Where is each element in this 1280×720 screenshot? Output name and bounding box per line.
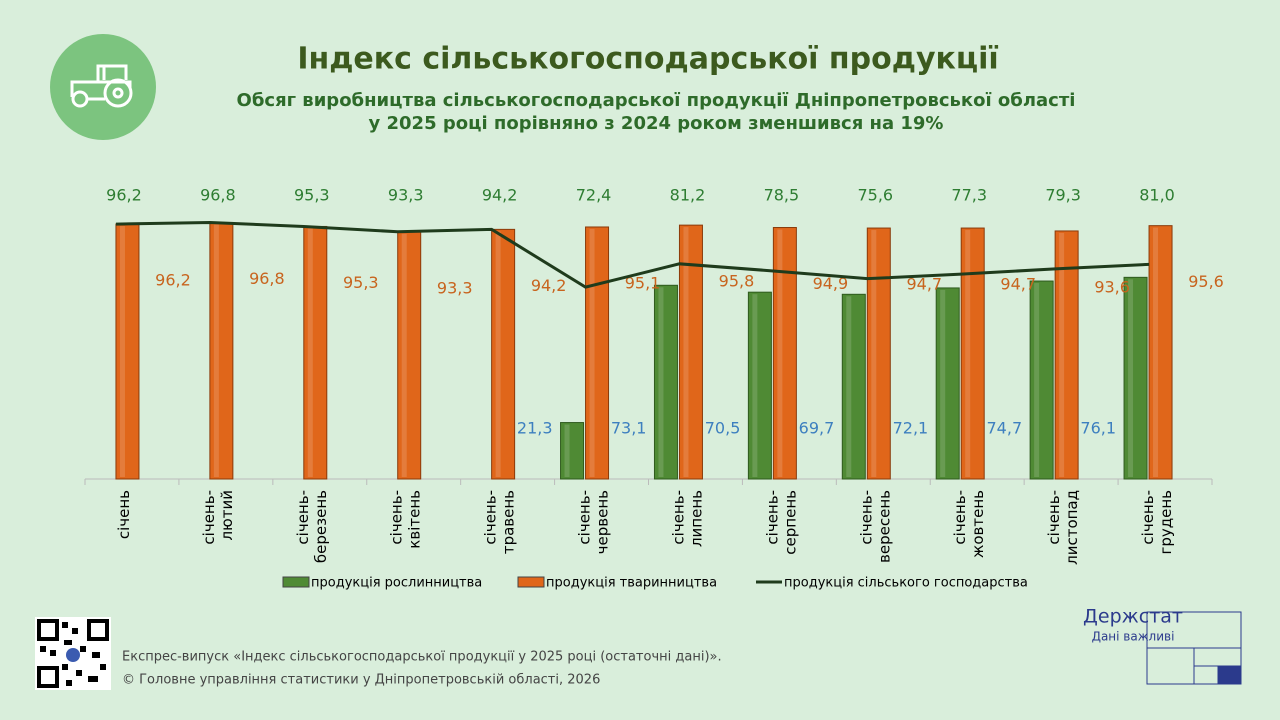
x-tick-label: січень-березень bbox=[293, 490, 329, 563]
data-label: 78,5 bbox=[764, 186, 800, 205]
bar-highlight bbox=[1034, 283, 1040, 477]
qr-code bbox=[35, 617, 111, 690]
bar bbox=[678, 224, 703, 480]
x-tick-label: січень-червень bbox=[575, 490, 611, 554]
bar-highlight bbox=[564, 424, 570, 477]
x-tick-label: січень-лютий bbox=[199, 490, 235, 545]
data-label: 95,8 bbox=[719, 272, 755, 291]
legend-label: продукція сільського господарства bbox=[784, 576, 1028, 591]
footer-release: Експрес-випуск «Індекс сільськогосподарс… bbox=[122, 650, 722, 665]
data-label: 94,7 bbox=[1000, 275, 1036, 294]
legend-label: продукція рослинництва bbox=[311, 576, 482, 591]
title: Індекс сільськогосподарської продукції bbox=[297, 42, 998, 77]
x-tick-label: січень-травень bbox=[481, 490, 517, 554]
bar-highlight bbox=[307, 228, 313, 477]
tractor-icon bbox=[50, 34, 156, 140]
bar-highlight bbox=[871, 230, 877, 477]
bar-highlight bbox=[119, 226, 125, 477]
line bbox=[115, 220, 1150, 289]
data-label: 77,3 bbox=[951, 186, 987, 205]
bar bbox=[866, 227, 891, 480]
data-label: 95,6 bbox=[1188, 272, 1224, 291]
bar bbox=[1029, 280, 1054, 480]
data-label: 79,3 bbox=[1045, 186, 1081, 205]
plot: січень січень-лютий січень-березень січень-… bbox=[84, 186, 1224, 591]
x-tick-label: січень-липень bbox=[669, 490, 705, 547]
bar bbox=[841, 293, 866, 480]
bar-highlight bbox=[777, 229, 783, 477]
x-tick-label: січень-серпень bbox=[763, 490, 799, 555]
x-tick-label: січень-листопад bbox=[1045, 490, 1081, 565]
bar bbox=[1054, 230, 1079, 480]
bar bbox=[935, 287, 960, 480]
bar bbox=[653, 284, 678, 480]
data-label: 93,6 bbox=[1094, 277, 1130, 296]
data-label: 96,8 bbox=[200, 186, 236, 205]
data-label: 96,2 bbox=[106, 186, 142, 205]
data-label: 21,3 bbox=[517, 419, 553, 438]
data-label: 72,4 bbox=[576, 186, 612, 205]
data-label: 93,3 bbox=[388, 186, 424, 205]
bar-highlight bbox=[752, 294, 758, 477]
logo-tagline: Дані важливі bbox=[1092, 630, 1175, 644]
bar-highlight bbox=[940, 289, 946, 477]
data-label: 94,2 bbox=[531, 276, 567, 295]
x-tick-label: січень-вересень bbox=[857, 490, 893, 563]
bar-highlight bbox=[658, 287, 664, 477]
bar bbox=[772, 227, 797, 480]
bar bbox=[303, 225, 328, 480]
data-label: 96,2 bbox=[155, 271, 191, 290]
data-label: 69,7 bbox=[799, 419, 835, 438]
data-label: 76,1 bbox=[1080, 419, 1116, 438]
bar-highlight bbox=[846, 296, 852, 477]
bar-highlight bbox=[1059, 232, 1065, 477]
bar-highlight bbox=[1153, 227, 1159, 477]
logo-grid bbox=[1146, 611, 1242, 685]
legend-label: продукція тваринництва bbox=[546, 576, 717, 591]
data-label: 81,0 bbox=[1139, 186, 1175, 205]
bar-highlight bbox=[683, 227, 689, 477]
data-label: 96,8 bbox=[249, 269, 285, 288]
logo-name: Держстат bbox=[1083, 606, 1183, 628]
bar bbox=[560, 422, 585, 480]
bar bbox=[209, 221, 234, 480]
x-tick-label: січень-квітень bbox=[387, 490, 423, 549]
data-label: 81,2 bbox=[670, 186, 706, 205]
data-label: 74,7 bbox=[987, 419, 1023, 438]
bar bbox=[115, 223, 140, 480]
data-label: 75,6 bbox=[857, 186, 893, 205]
data-label: 73,1 bbox=[611, 419, 647, 438]
data-label: 94,9 bbox=[813, 274, 849, 293]
subtitle: Обсяг виробництва сільськогосподарської … bbox=[237, 90, 1076, 111]
legend-swatch bbox=[517, 576, 545, 588]
bar-highlight bbox=[495, 231, 501, 477]
bar bbox=[585, 226, 610, 480]
data-label: 93,3 bbox=[437, 278, 473, 297]
legend-swatch bbox=[282, 576, 310, 588]
bar bbox=[1123, 276, 1148, 480]
bar bbox=[960, 227, 985, 480]
data-label: 72,1 bbox=[893, 419, 929, 438]
x-tick-label: січень-грудень bbox=[1139, 490, 1175, 555]
bar-highlight bbox=[213, 224, 219, 477]
bar bbox=[1148, 225, 1173, 480]
x-tick-label: січень bbox=[114, 490, 132, 539]
bar bbox=[397, 231, 422, 480]
data-label: 70,5 bbox=[705, 419, 741, 438]
data-label: 95,3 bbox=[343, 273, 379, 292]
bar bbox=[491, 228, 516, 480]
data-label: 94,7 bbox=[906, 275, 942, 294]
bar bbox=[747, 291, 772, 480]
footer-copyright: © Головне управління статистики у Дніпро… bbox=[122, 673, 600, 688]
bar-highlight bbox=[401, 233, 407, 477]
bar-highlight bbox=[589, 228, 595, 477]
bar-highlight bbox=[1128, 279, 1134, 477]
data-label: 95,3 bbox=[294, 186, 330, 205]
subtitle: у 2025 році порівняно з 2024 роком зменш… bbox=[369, 113, 944, 134]
x-tick-label: січень-жовтень bbox=[951, 490, 987, 558]
data-label: 95,1 bbox=[625, 273, 661, 292]
data-label: 94,2 bbox=[482, 186, 518, 205]
bar-highlight bbox=[965, 230, 971, 477]
